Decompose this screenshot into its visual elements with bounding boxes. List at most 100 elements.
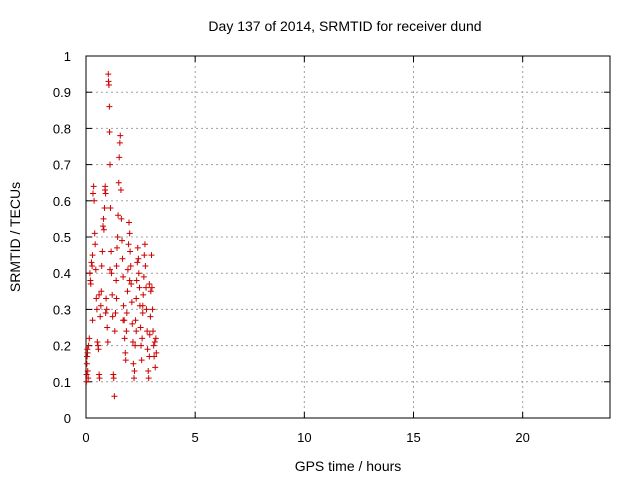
data-point [137,324,144,331]
x-tick-label: 10 [297,430,311,445]
y-axis-label: SRMTID / TECUs [7,182,23,292]
data-point [117,132,124,139]
data-point [87,281,94,288]
data-point [113,277,120,284]
data-point [146,281,153,288]
data-point [100,226,107,233]
data-point [89,190,96,197]
data-point [136,284,143,291]
data-point [133,277,140,284]
data-point [109,313,116,320]
data-point [152,364,159,371]
data-point [146,331,153,338]
data-point [119,255,126,262]
data-point [119,237,126,244]
data-point [103,295,110,302]
data-point [85,375,92,382]
data-point [96,291,103,298]
y-tick-label: 1 [64,49,71,64]
y-tick-label: 0.3 [53,302,71,317]
data-point [148,284,155,291]
data-point [98,288,105,295]
data-point [107,161,114,168]
data-point [86,270,93,277]
y-tick-label: 0 [64,411,71,426]
data-point [107,266,114,273]
data-point [116,139,123,146]
x-axis-label: GPS time / hours [295,458,402,474]
data-point [139,335,146,342]
data-point [83,371,90,378]
data-point [131,367,138,374]
data-point [103,306,110,313]
data-point [122,357,129,364]
data-point [130,360,137,367]
data-point [86,335,93,342]
y-tick-labels: 0 0.1 0.2 0.3 0.4 0.5 0.6 0.7 0.8 0.9 1 [53,49,71,426]
grid-lines [86,56,610,418]
data-point [112,310,119,317]
data-point [98,262,105,269]
data-point [83,378,90,385]
y-tick-label: 0.4 [53,266,71,281]
data-point [132,342,139,349]
data-point [129,320,136,327]
data-point [92,266,99,273]
y-tick-label: 0.2 [53,339,71,354]
data-point [96,375,103,382]
data-point [118,215,125,222]
data-point [144,346,151,353]
data-point [127,262,134,269]
data-point [142,262,149,269]
data-point [134,244,141,251]
y-tick-label: 0.6 [53,194,71,209]
data-point [133,328,140,335]
x-tick-label: 5 [192,430,199,445]
x-tick-label: 15 [406,430,420,445]
data-point [100,215,107,222]
data-point [131,375,138,382]
axis-ticks [85,55,610,419]
data-point [113,295,120,302]
data-point [108,270,115,277]
data-point [148,252,155,259]
y-tick-label: 0.8 [53,121,71,136]
chart-title: Day 137 of 2014, SRMTID for receiver dun… [208,18,481,34]
data-point [153,349,160,356]
x-tick-label: 20 [515,430,529,445]
x-tick-labels: 0 5 10 15 20 [82,430,530,445]
data-point [121,335,128,342]
data-point [143,306,150,313]
data-point [102,190,109,197]
data-point [123,310,130,317]
data-point [93,295,100,302]
data-point [151,338,158,345]
data-point [114,234,121,240]
data-point [115,179,122,186]
data-point [89,262,96,269]
data-point [84,367,91,374]
data-point [84,349,91,356]
data-point [91,197,98,204]
data-point [122,349,129,356]
data-point [144,328,151,335]
y-tick-label: 0.1 [53,375,71,390]
y-tick-label: 0.5 [53,230,71,245]
data-point [106,103,113,110]
data-point [107,205,114,212]
y-tick-label: 0.9 [53,85,71,100]
data-point [138,342,145,349]
data-point [133,295,140,302]
data-point [102,183,109,190]
data-point [116,154,123,161]
data-point [129,338,136,345]
data-point [120,317,127,324]
data-point [127,248,134,255]
data-point [110,375,117,382]
data-point [114,244,121,251]
data-point [99,248,106,255]
data-point [97,302,104,309]
data-point [106,129,113,136]
data-point [89,252,96,259]
data-point [92,241,99,248]
